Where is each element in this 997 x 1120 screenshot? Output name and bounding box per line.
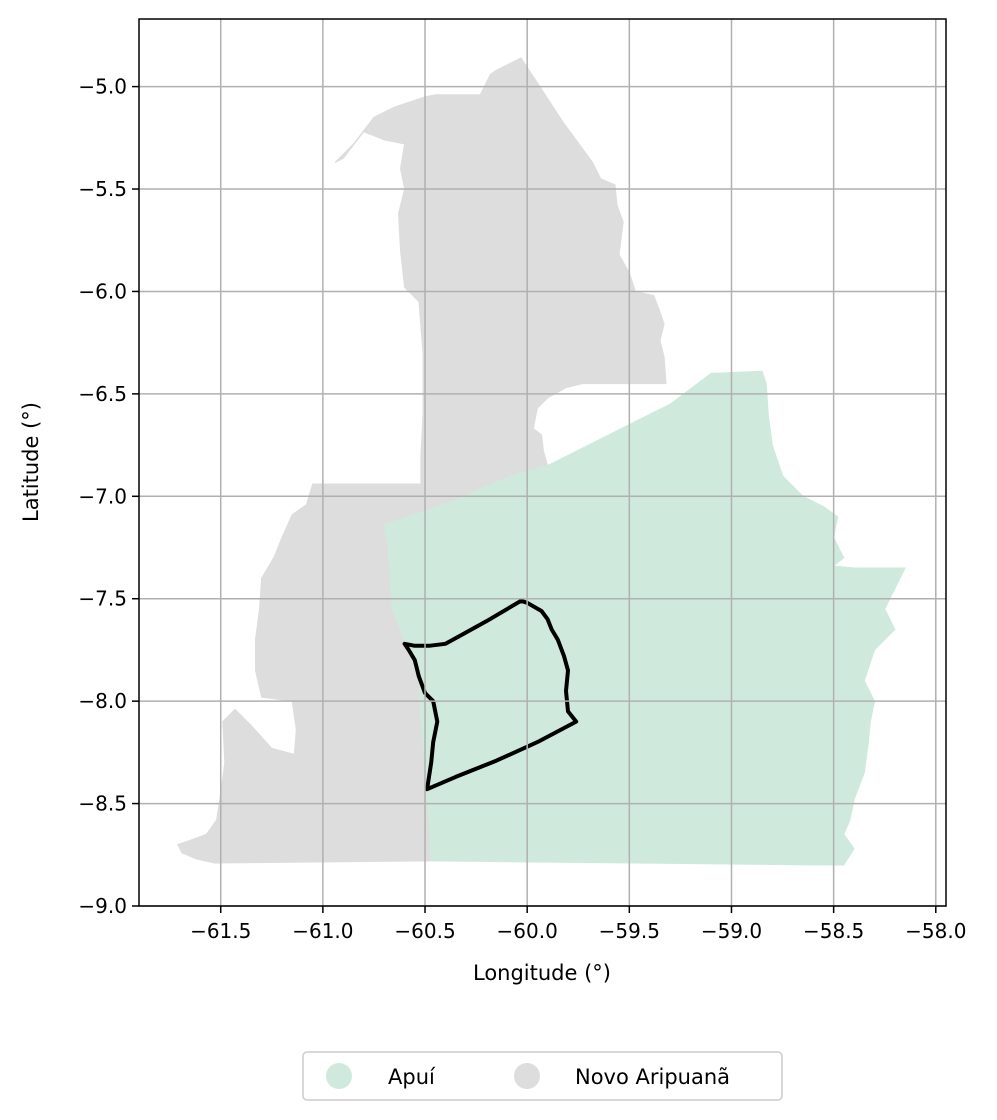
y-tick-label: −5.0 xyxy=(78,75,127,99)
y-tick-label: −8.0 xyxy=(78,689,127,713)
y-axis-label: Latitude (°) xyxy=(19,402,43,522)
legend-box xyxy=(302,1051,783,1101)
plot-frame xyxy=(138,18,947,907)
regions-layer xyxy=(177,57,906,866)
y-tick-label: −6.5 xyxy=(78,382,127,406)
x-tick-label: −60.0 xyxy=(497,919,558,943)
region-novo-aripuana xyxy=(177,57,667,864)
legend-marker-apui xyxy=(326,1063,352,1089)
x-tick-label: −61.0 xyxy=(292,919,353,943)
x-tick-label: −60.5 xyxy=(394,919,455,943)
legend-marker-novo-aripuana xyxy=(514,1063,540,1089)
x-axis-label: Longitude (°) xyxy=(473,961,611,985)
y-tick-label: −6.0 xyxy=(78,279,127,303)
y-tick-label: −8.5 xyxy=(78,792,127,816)
x-tick-label: −59.5 xyxy=(599,919,660,943)
y-tick-label: −7.0 xyxy=(78,484,127,508)
region-apui xyxy=(383,370,906,866)
y-axis-ticks: −5.0 −5.5 −6.0 −6.5 −7.0 −7.5 −8.0 −8.5 −9.0 xyxy=(78,75,139,918)
x-tick-label: −58.0 xyxy=(905,919,966,943)
y-tick-label: −5.5 xyxy=(78,177,127,201)
legend-label-apui: Apuí xyxy=(388,1065,436,1089)
y-tick-label: −9.0 xyxy=(78,894,127,918)
study-area-outline xyxy=(402,598,579,792)
legend-label-novo-aripuana: Novo Aripuanã xyxy=(575,1065,730,1089)
legend: Apuí Novo Aripuanã xyxy=(302,1051,783,1101)
x-axis-ticks: −61.5 −61.0 −60.5 −60.0 −59.5 −59.0 −58.5 −58.0 xyxy=(190,906,966,943)
x-tick-label: −61.5 xyxy=(190,919,251,943)
x-tick-label: −59.0 xyxy=(701,919,762,943)
x-tick-label: −58.5 xyxy=(803,919,864,943)
outline-layer xyxy=(402,598,579,792)
y-tick-label: −7.5 xyxy=(78,587,127,611)
